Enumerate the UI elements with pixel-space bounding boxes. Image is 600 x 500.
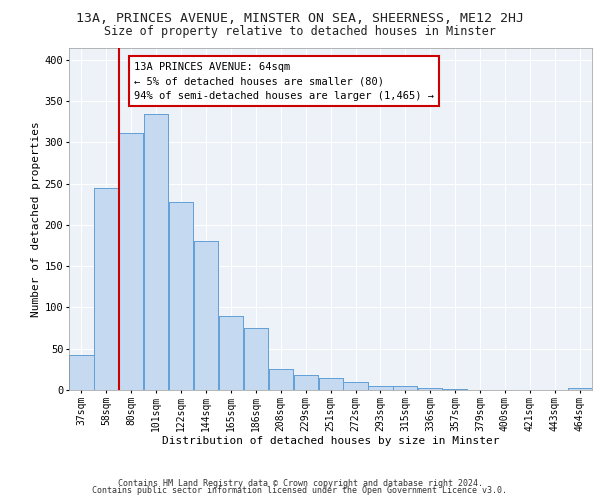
Bar [169,202,193,390]
Bar [368,386,392,390]
Text: Contains HM Land Registry data © Crown copyright and database right 2024.: Contains HM Land Registry data © Crown c… [118,478,482,488]
Text: Size of property relative to detached houses in Minster: Size of property relative to detached ho… [104,25,496,38]
Bar [293,375,318,390]
Bar [393,386,418,390]
Bar [70,356,94,390]
Bar [144,114,168,390]
Y-axis label: Number of detached properties: Number of detached properties [31,121,41,316]
Bar [418,388,442,390]
Text: 13A, PRINCES AVENUE, MINSTER ON SEA, SHEERNESS, ME12 2HJ: 13A, PRINCES AVENUE, MINSTER ON SEA, SHE… [76,12,524,26]
Bar [319,378,343,390]
Bar [94,188,118,390]
Bar [418,388,442,390]
Bar [343,382,368,390]
Bar [94,188,118,390]
Text: Contains public sector information licensed under the Open Government Licence v3: Contains public sector information licen… [92,486,508,495]
Bar [443,389,467,390]
Bar [219,316,243,390]
Bar [269,370,293,390]
Bar [568,388,592,390]
Bar [70,356,94,390]
Bar [219,316,243,390]
Bar [169,202,193,390]
Bar [568,388,592,390]
Bar [144,114,168,390]
Bar [343,382,368,390]
Bar [293,375,318,390]
Bar [368,386,392,390]
Bar [119,132,143,390]
Text: 13A PRINCES AVENUE: 64sqm
← 5% of detached houses are smaller (80)
94% of semi-d: 13A PRINCES AVENUE: 64sqm ← 5% of detach… [134,62,434,101]
Bar [393,386,418,390]
Bar [443,389,467,390]
X-axis label: Distribution of detached houses by size in Minster: Distribution of detached houses by size … [162,436,499,446]
Bar [244,328,268,390]
Bar [244,328,268,390]
Bar [269,370,293,390]
Bar [119,132,143,390]
Bar [319,378,343,390]
Bar [194,242,218,390]
Bar [194,242,218,390]
